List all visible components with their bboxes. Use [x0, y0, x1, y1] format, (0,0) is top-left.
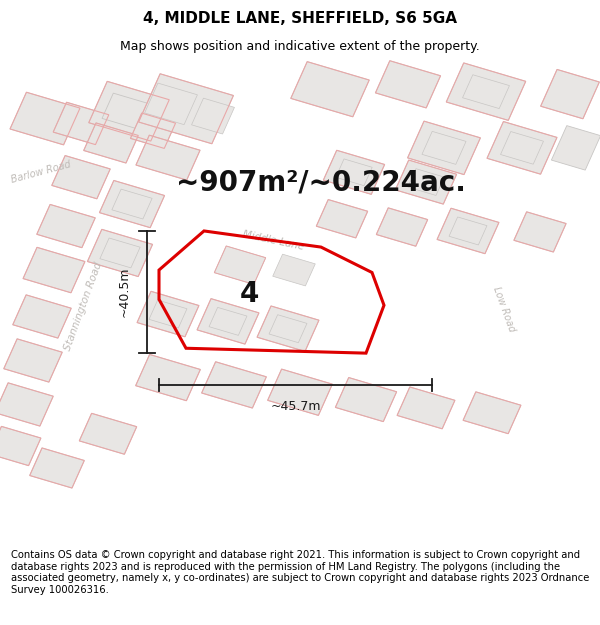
Polygon shape — [407, 121, 481, 174]
Polygon shape — [446, 63, 526, 121]
Polygon shape — [79, 413, 137, 454]
Polygon shape — [100, 181, 164, 228]
Polygon shape — [376, 208, 428, 246]
Polygon shape — [269, 315, 307, 342]
Polygon shape — [13, 295, 71, 338]
Polygon shape — [487, 121, 557, 174]
Polygon shape — [89, 81, 169, 141]
Polygon shape — [30, 448, 84, 488]
Polygon shape — [336, 159, 372, 186]
Polygon shape — [139, 74, 233, 144]
Polygon shape — [37, 204, 95, 248]
Polygon shape — [437, 208, 499, 254]
Polygon shape — [10, 92, 80, 145]
Polygon shape — [323, 150, 385, 194]
Polygon shape — [145, 83, 197, 124]
Polygon shape — [463, 392, 521, 434]
Polygon shape — [202, 362, 266, 408]
Text: Map shows position and indicative extent of the property.: Map shows position and indicative extent… — [120, 39, 480, 52]
Polygon shape — [514, 212, 566, 252]
Text: Barlow Road: Barlow Road — [10, 159, 72, 185]
Polygon shape — [197, 299, 259, 344]
Polygon shape — [316, 199, 368, 238]
Text: Middle Lane: Middle Lane — [241, 229, 305, 252]
Polygon shape — [214, 246, 266, 284]
Polygon shape — [112, 189, 152, 219]
Polygon shape — [100, 238, 140, 268]
Polygon shape — [52, 156, 110, 199]
Polygon shape — [102, 93, 150, 129]
Polygon shape — [0, 383, 53, 426]
Polygon shape — [257, 306, 319, 351]
Polygon shape — [541, 69, 599, 119]
Polygon shape — [130, 113, 176, 148]
Polygon shape — [449, 217, 487, 245]
Text: Contains OS data © Crown copyright and database right 2021. This information is : Contains OS data © Crown copyright and d… — [11, 550, 589, 595]
Polygon shape — [53, 102, 109, 144]
Polygon shape — [88, 229, 152, 276]
Polygon shape — [335, 378, 397, 422]
Polygon shape — [500, 131, 544, 164]
Polygon shape — [209, 308, 247, 336]
Polygon shape — [463, 75, 509, 109]
Polygon shape — [136, 135, 200, 180]
Polygon shape — [191, 98, 235, 134]
Polygon shape — [149, 300, 187, 328]
Text: Low Road: Low Road — [491, 285, 517, 333]
Polygon shape — [0, 426, 41, 466]
Polygon shape — [136, 354, 200, 401]
Polygon shape — [408, 169, 444, 196]
Polygon shape — [551, 126, 600, 170]
Text: 4: 4 — [239, 281, 259, 309]
Text: 4, MIDDLE LANE, SHEFFIELD, S6 5GA: 4, MIDDLE LANE, SHEFFIELD, S6 5GA — [143, 11, 457, 26]
Polygon shape — [4, 339, 62, 382]
Polygon shape — [137, 291, 199, 337]
Polygon shape — [23, 248, 85, 292]
Text: ~45.7m: ~45.7m — [270, 401, 321, 413]
Polygon shape — [397, 387, 455, 429]
Polygon shape — [395, 160, 457, 204]
Text: ~907m²/~0.224ac.: ~907m²/~0.224ac. — [176, 168, 466, 196]
Polygon shape — [422, 131, 466, 164]
Text: ~40.5m: ~40.5m — [118, 267, 131, 318]
Polygon shape — [376, 61, 440, 108]
Polygon shape — [84, 123, 138, 163]
Polygon shape — [291, 62, 369, 117]
Polygon shape — [268, 369, 332, 416]
Polygon shape — [273, 254, 315, 286]
Text: Stannington Road: Stannington Road — [62, 261, 103, 352]
